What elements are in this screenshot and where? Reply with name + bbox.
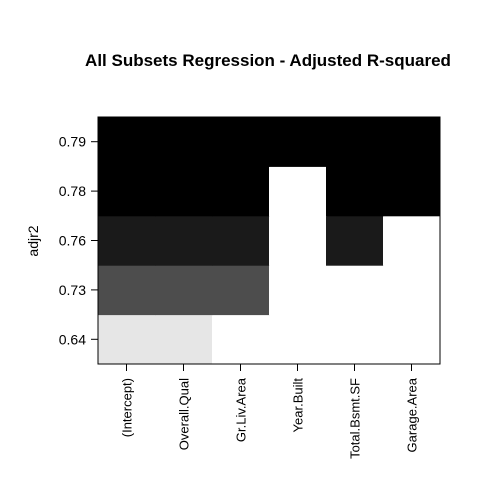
cells-layer [98, 117, 441, 365]
cell-4-5 [383, 117, 441, 167]
y-tick-label-2: 0.76 [59, 233, 86, 249]
cell-0-5 [383, 314, 441, 365]
x-tick-label-5: Garage.Area [405, 377, 420, 452]
y-axis: 0.64 0.73 0.76 0.78 0.79 [59, 134, 98, 347]
cell-1-2 [212, 265, 270, 316]
x-tick-label-3: Year.Built [291, 378, 306, 433]
x-axis: (Intercept) Overall.Qual Gr.Liv.Area Year.B… [120, 364, 420, 459]
cell-4-1 [155, 117, 213, 167]
cell-4-2 [212, 117, 270, 167]
x-tick-label-4: Total.Bsmt.SF [348, 378, 363, 459]
cell-0-1 [155, 314, 213, 365]
x-tick-label-0: (Intercept) [120, 378, 135, 437]
cell-1-3 [269, 265, 327, 316]
y-tick-label-1: 0.73 [59, 282, 86, 298]
cell-1-1 [155, 265, 213, 316]
cell-3-3 [269, 166, 327, 217]
cell-1-5 [383, 265, 441, 316]
cell-2-5 [383, 215, 441, 266]
cell-2-2 [212, 215, 270, 266]
chart-title: All Subsets Regression - Adjusted R-squa… [85, 51, 451, 70]
cell-3-5 [383, 166, 441, 217]
cell-1-0 [98, 265, 156, 316]
cell-2-3 [269, 215, 327, 266]
cell-2-1 [155, 215, 213, 266]
cell-3-0 [98, 166, 156, 217]
y-tick-label-4: 0.79 [59, 134, 86, 150]
cell-1-4 [326, 265, 384, 316]
cell-3-1 [155, 166, 213, 217]
cell-0-4 [326, 314, 384, 365]
x-tick-label-1: Overall.Qual [177, 378, 192, 450]
cell-2-4 [326, 215, 384, 266]
cell-0-0 [98, 314, 156, 365]
x-tick-label-2: Gr.Liv.Area [234, 377, 249, 442]
cell-3-4 [326, 166, 384, 217]
cell-4-4 [326, 117, 384, 167]
cell-0-2 [212, 314, 270, 365]
cell-2-0 [98, 215, 156, 266]
cell-4-3 [269, 117, 327, 167]
cell-0-3 [269, 314, 327, 365]
y-tick-label-0: 0.64 [59, 331, 86, 347]
y-tick-label-3: 0.78 [59, 183, 86, 199]
cell-3-2 [212, 166, 270, 217]
cell-4-0 [98, 117, 156, 167]
y-axis-label: adjr2 [25, 225, 41, 256]
